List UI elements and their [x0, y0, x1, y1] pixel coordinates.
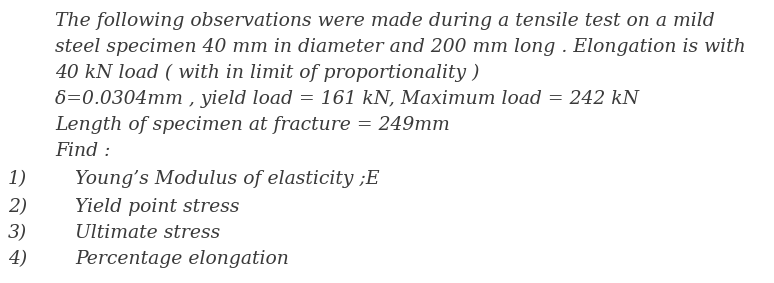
Text: 40 kN load ( with in limit of proportionality ): 40 kN load ( with in limit of proportion… [55, 64, 480, 82]
Text: 2): 2) [8, 198, 27, 216]
Text: Percentage elongation: Percentage elongation [75, 250, 289, 268]
Text: Length of specimen at fracture = 249mm: Length of specimen at fracture = 249mm [55, 116, 450, 134]
Text: 1): 1) [8, 170, 27, 188]
Text: Yield point stress: Yield point stress [75, 198, 239, 216]
Text: Ultimate stress: Ultimate stress [75, 224, 221, 242]
Text: 4): 4) [8, 250, 27, 268]
Text: 3): 3) [8, 224, 27, 242]
Text: The following observations were made during a tensile test on a mild: The following observations were made dur… [55, 12, 714, 30]
Text: Find :: Find : [55, 142, 111, 160]
Text: δ=0.0304mm , yield load = 161 kN, Maximum load = 242 kN: δ=0.0304mm , yield load = 161 kN, Maximu… [55, 90, 639, 108]
Text: steel specimen 40 mm in diameter and 200 mm long . Elongation is with: steel specimen 40 mm in diameter and 200… [55, 38, 746, 56]
Text: Young’s Modulus of elasticity ;E: Young’s Modulus of elasticity ;E [75, 170, 379, 188]
